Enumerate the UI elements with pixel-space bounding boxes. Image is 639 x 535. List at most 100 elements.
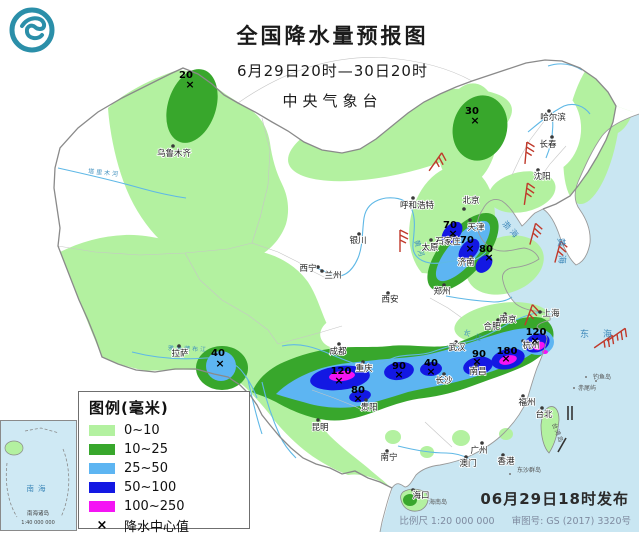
city-marker: 南京 [499,312,517,326]
legend-item-label: 25~50 [124,461,168,476]
city-label: 拉萨 [171,348,189,359]
hainan-inset-island [4,440,24,456]
city-marker: 成都 [329,342,348,358]
city-label: 乌鲁木齐 [157,148,192,159]
city-label: 昆明 [311,423,328,433]
city-marker: 西宁 [299,262,320,275]
city-label: 福州 [518,397,535,408]
precip-center-x-icon: × [448,227,457,240]
map-period: 6月29日20时—30日20时 [237,62,428,80]
precip-center-x-icon: × [334,374,343,387]
city-dot [464,455,468,459]
city-dot [411,488,415,492]
city-dot [316,265,320,269]
city-marker: 拉萨 [171,344,190,360]
river-label: 雅鲁藏布江 [168,344,208,353]
city-dot [316,418,320,422]
precip-center-value: 40 [211,348,225,359]
precip-center-x-icon: × [185,78,194,91]
precip-center: 70× [443,220,458,240]
city-dot [469,255,473,259]
rain-area-100-250 [329,341,548,382]
legend-item: 25~50 [89,459,249,478]
inset-archipelago-label: 南海诸岛 [27,509,50,517]
south-china-sea-inset: 南海 南海诸岛 1:40 000 000 [0,420,77,531]
precip-center: 30× [465,106,480,127]
small-islands-dots [509,376,597,475]
city-dot [429,238,433,242]
precip-center-value: 90 [392,361,406,372]
city-marker: 石家庄 [434,234,462,248]
legend-item: 100~250 [89,497,249,516]
city-label: 郑州 [433,286,450,297]
release-timestamp: 06月29日18时发布 [480,490,629,508]
city-label: 贵阳 [360,402,377,413]
legend-swatch [89,501,115,512]
title-block: 全国降水量预报图 6月29日20时—30日20时 中央气象台 [150,20,515,111]
precip-center-x-icon: × [426,365,435,378]
city-dot [480,441,484,445]
city-label: 南京 [499,314,516,325]
precip-center: 40× [211,348,225,370]
city-dot [361,360,365,364]
city-marker: 济南 [457,255,475,269]
city-marker: 台北 [535,406,554,421]
city-dot [386,291,390,295]
island-label: 海南岛 [429,498,447,506]
city-label: 成都 [329,346,347,357]
city-label: 南宁 [380,452,397,463]
legend-swatch [89,482,115,493]
credit-line: 比例尺 1:20 000 000 审图号: GS (2017) 3320号 [385,513,631,527]
province-borders [57,57,567,448]
precip-center-value: 40 [424,358,438,369]
city-marker: 贵阳 [360,398,378,414]
precip-center-marker-icon: × [96,518,108,533]
legend-item: 0~10 [89,421,249,440]
city-label: 济南 [457,257,474,268]
precip-center-value: 30 [465,106,479,117]
city-label: 武汉 [448,342,466,353]
precip-center: 70× [460,235,475,255]
city-marker: 广州 [470,441,488,457]
precip-center: 120× [526,327,547,347]
city-dot [320,269,324,273]
city-marker: 郑州 [433,283,451,298]
city-label: 上海 [542,308,560,319]
precip-center: 180× [497,346,518,365]
city-dot [550,135,554,139]
city-marker: 西安 [381,291,399,306]
precip-center: 20× [179,70,195,91]
city-label: 香港 [497,456,515,467]
city-dot [547,109,551,113]
island-label: 钓鱼岛 [593,373,611,381]
city-marker: 沈阳 [533,168,551,183]
city-label: 合肥 [483,321,501,332]
city-dot [474,363,478,367]
precip-center-value: 70 [443,220,457,231]
legend-title: 图例(毫米) [89,399,169,417]
city-dot [536,168,540,172]
legend-box: 图例(毫米) 0~10 10~25 25~50 50~100 100~250 × 降水中… [78,391,250,535]
city-dot [442,283,446,287]
legend-item-label: 0~10 [124,423,160,438]
legend-item: 50~100 [89,478,249,497]
city-marker: 杭州 [521,339,540,352]
city-marker: 重庆 [355,360,374,375]
city-dot [357,232,361,236]
precip-center-x-icon: × [465,242,474,255]
map-agency: 中央气象台 [282,92,383,110]
sea-label: 东海 [580,328,626,340]
city-label: 天津 [467,222,485,233]
precip-center-value: 120 [331,366,352,377]
city-dot [450,234,454,238]
precip-center-x-icon: × [472,355,481,368]
precip-center-value: 90 [472,349,486,360]
city-label: 石家庄 [435,236,461,247]
precip-center: 80× [479,244,494,264]
taiwan-island [540,406,560,454]
precip-center: 120× [331,366,352,387]
city-marker: 长沙 [435,372,454,387]
city-label: 银川 [349,235,366,246]
inset-sea-label: 南海 [27,483,50,493]
city-dot [538,310,542,314]
